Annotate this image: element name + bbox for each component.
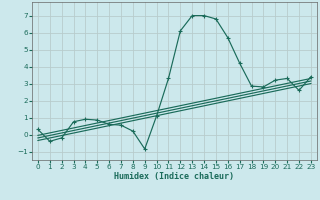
X-axis label: Humidex (Indice chaleur): Humidex (Indice chaleur) xyxy=(115,172,234,181)
